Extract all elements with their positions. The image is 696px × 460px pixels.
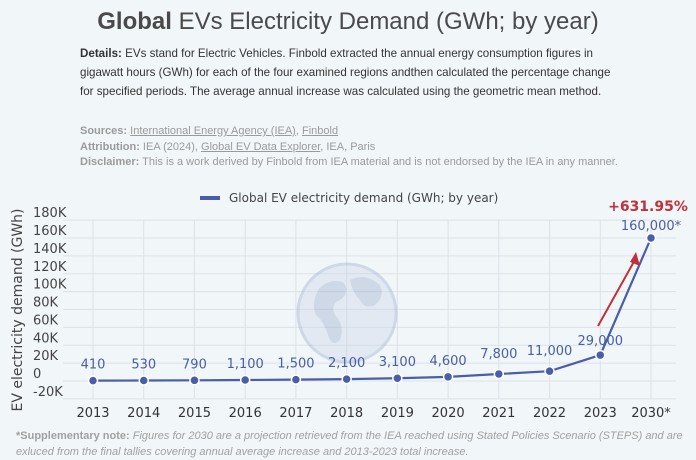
- data-label: 4,600: [429, 354, 466, 369]
- data-point: [341, 373, 352, 385]
- data-point: [87, 375, 99, 386]
- attribution-line: Attribution: IEA (2024), Global EV Data …: [80, 140, 376, 153]
- y-tick-label: 140K: [33, 242, 67, 257]
- y-tick-label: 100K: [33, 278, 67, 293]
- data-label: 3,100: [379, 355, 416, 370]
- attribution-link[interactable]: Global EV Data Explorer: [201, 140, 321, 153]
- growth-arrow: [597, 257, 637, 327]
- data-label: 530: [131, 358, 156, 373]
- meta-info: Sources: International Energy Agency (IE…: [80, 124, 680, 171]
- data-point: [493, 368, 505, 380]
- x-tick-label: 2016: [229, 406, 262, 421]
- y-tick-label: 80K: [33, 296, 59, 311]
- data-point: [239, 374, 251, 386]
- data-label: 29,000: [578, 334, 624, 349]
- x-tick-label: 2023: [584, 406, 617, 421]
- data-label: 410: [81, 358, 106, 373]
- y-tick-label: 160K: [33, 224, 67, 239]
- x-tick-label: 2017: [279, 406, 312, 421]
- data-label: 1,500: [277, 357, 314, 372]
- details-text: Details: EVs stand for Electric Vehicles…: [80, 47, 611, 98]
- supplementary-note: *Supplementary note: Figures for 2030 ar…: [16, 430, 683, 458]
- data-point: [544, 365, 555, 377]
- x-tick-label: 2018: [330, 406, 363, 421]
- data-label: 7,800: [480, 347, 517, 362]
- y-tick-label: -20K: [33, 385, 63, 400]
- data-label: 160,000*: [621, 219, 682, 234]
- x-tick-label: 2030*: [631, 406, 671, 421]
- growth-annotation: +631.95%: [608, 199, 688, 215]
- source-link-iea[interactable]: International Energy Agency (IEA): [130, 125, 296, 137]
- series-line: [92, 237, 653, 382]
- x-tick-label: 2014: [127, 406, 160, 421]
- legend-label: Global EV electricity demand (GWh; by ye…: [229, 191, 498, 205]
- x-tick-label: 2021: [482, 406, 515, 421]
- page-title: Global EVs Electricity Demand (GWh; by y…: [97, 8, 599, 35]
- globe-icon: [296, 262, 398, 364]
- data-label: 1,100: [227, 357, 264, 372]
- y-tick-label: 60K: [33, 313, 59, 328]
- y-tick-label: 120K: [33, 260, 67, 275]
- y-tick-label: 180K: [33, 206, 67, 221]
- data-point: [645, 232, 657, 244]
- x-tick-label: 2019: [381, 406, 414, 421]
- data-point: [595, 349, 606, 361]
- data-label: 11,000: [527, 344, 573, 359]
- data-point: [290, 374, 302, 385]
- legend: Global EV electricity demand (GWh; by ye…: [200, 191, 498, 205]
- x-tick-label: 2020: [432, 406, 465, 421]
- y-tick-label: 0: [33, 367, 41, 382]
- y-axis-label: EV electricity demand (GWh): [10, 208, 26, 411]
- y-tick-label: 20K: [33, 349, 59, 364]
- data-label: 2,100: [328, 356, 365, 371]
- x-tick-label: 2013: [76, 406, 109, 421]
- data-point: [189, 375, 200, 386]
- legend-swatch: [200, 196, 220, 200]
- sources-line: Sources: International Energy Agency (IE…: [80, 125, 339, 137]
- source-link-finbold[interactable]: Finbold: [301, 125, 339, 137]
- x-tick-label: 2015: [178, 406, 211, 421]
- arrow-head-icon: [630, 252, 640, 266]
- x-tick-label: 2022: [533, 406, 566, 421]
- disclaimer-line: Disclaimer: This is a work derived by Fi…: [80, 156, 618, 168]
- data-point: [138, 375, 149, 386]
- data-label: 790: [182, 357, 207, 372]
- data-point: [392, 372, 403, 384]
- y-tick-label: 40K: [33, 331, 59, 346]
- data-point: [442, 371, 454, 383]
